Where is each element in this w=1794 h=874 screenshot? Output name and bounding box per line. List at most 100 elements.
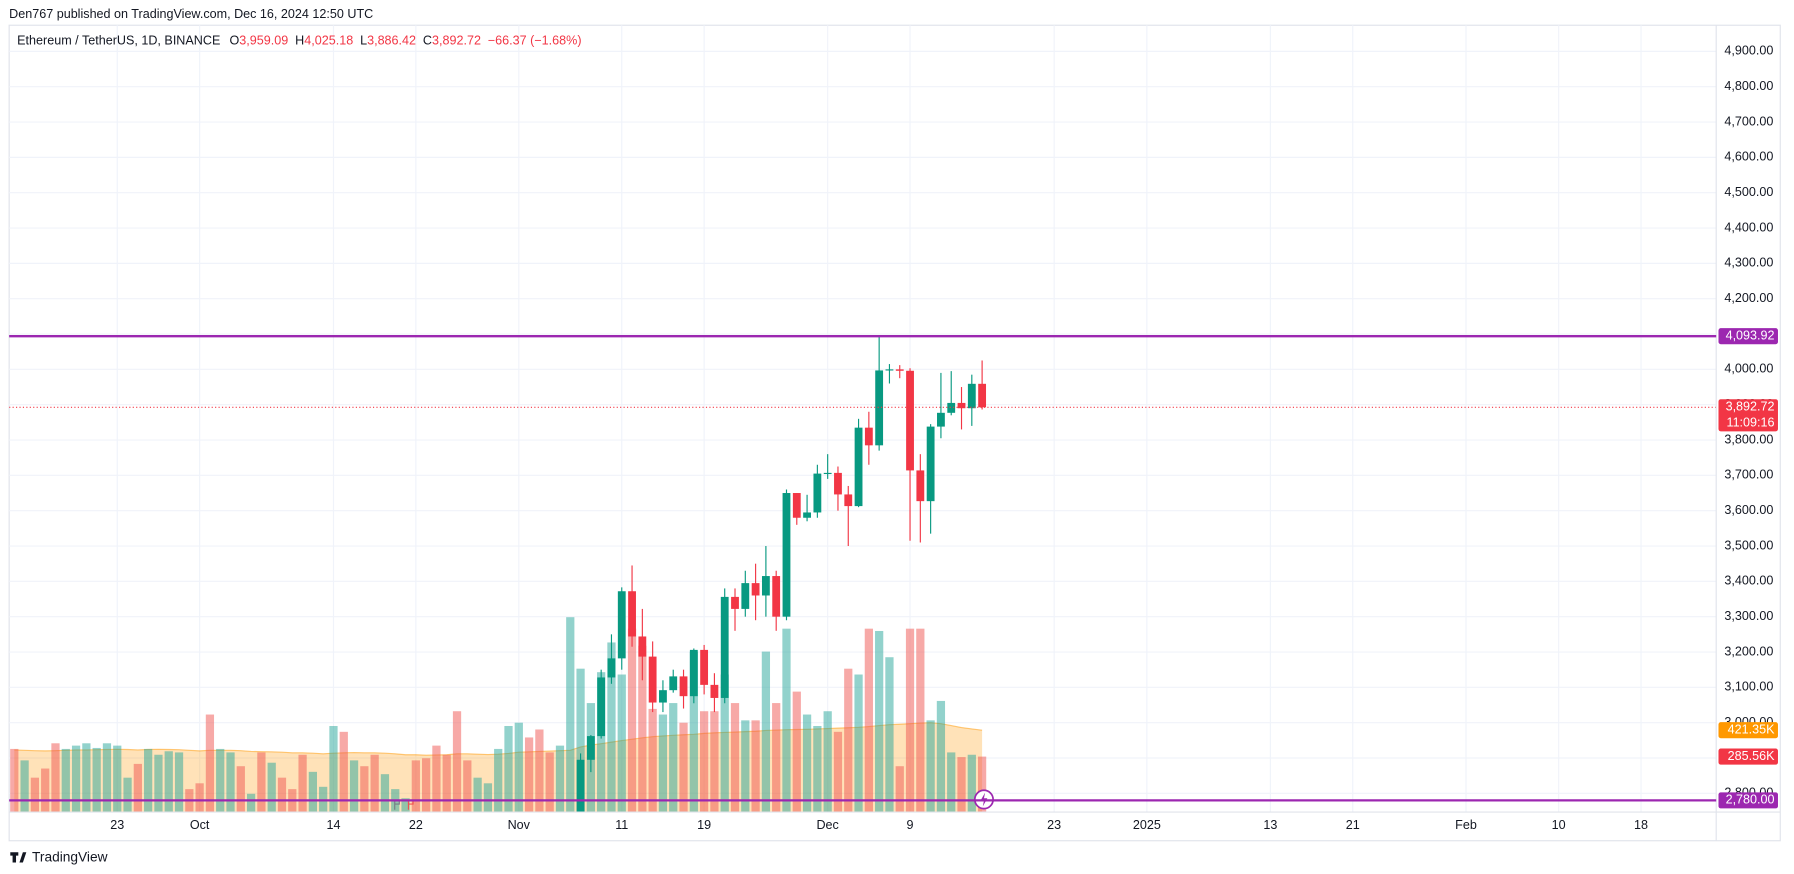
grid [9, 25, 1717, 813]
volume-bar [916, 628, 925, 813]
x-tick-label: Dec [816, 818, 838, 832]
volume-bar [700, 711, 709, 813]
volume-bar [298, 754, 307, 813]
volume-bar [92, 747, 101, 813]
volume-bar [164, 751, 173, 813]
x-tick-label: Oct [190, 818, 210, 832]
volume-bar [257, 752, 266, 813]
candle-body [628, 591, 636, 637]
candle-body [895, 369, 904, 371]
volume-bar [813, 725, 822, 813]
volume-bar [205, 714, 215, 813]
volume-bar [82, 743, 91, 813]
volume-bar [267, 762, 276, 813]
x-tick-label: 19 [697, 818, 711, 832]
legend-value: 4,025.18 [304, 34, 353, 48]
y-tick-label: 3,300.00 [1724, 609, 1773, 623]
volume-bar [504, 725, 513, 813]
volume-bar [751, 720, 760, 813]
x-tick-label: 22 [409, 818, 423, 832]
candle-body [937, 412, 945, 427]
candle-body [875, 370, 884, 446]
candle-body [813, 473, 822, 513]
volume-bar [802, 714, 812, 813]
y-tick-label: 3,200.00 [1724, 644, 1773, 658]
volume-bar [401, 798, 410, 813]
volume-bar [494, 748, 503, 813]
plot-area [9, 335, 1717, 813]
volume-bar [308, 771, 317, 813]
volume-bar [957, 757, 966, 813]
candle-body [648, 656, 657, 703]
volume-bar [20, 760, 29, 813]
volume-bar [926, 720, 935, 813]
x-tick-label: 9 [907, 818, 914, 832]
volume-bar [658, 714, 668, 813]
legend-key: O [230, 34, 240, 48]
volume-bar [648, 708, 657, 813]
candle-body [844, 494, 853, 507]
volume-bar [895, 766, 904, 813]
volume-bar [627, 628, 637, 813]
volume-bar [875, 630, 884, 813]
volume-bar [905, 628, 915, 813]
volume-bar [154, 754, 163, 813]
volume-bar [174, 752, 184, 813]
x-tick-label: 18 [1634, 818, 1648, 832]
candle-body [710, 684, 719, 698]
y-tick-label: 3,100.00 [1724, 680, 1773, 694]
candle-body [885, 369, 894, 371]
volume-bar [761, 651, 771, 813]
volume-bar [483, 783, 493, 813]
brand-logo [10, 852, 27, 863]
y-tick-label: 4,900.00 [1724, 44, 1773, 58]
volume-bar [669, 703, 678, 813]
x-tick-label: 10 [1552, 818, 1566, 832]
volume-bar [689, 651, 698, 813]
y-tick-label: 4,800.00 [1724, 79, 1773, 93]
legend-value: 3,892.72 [432, 34, 481, 48]
candle-body [803, 512, 811, 518]
volume-label-bg [1718, 748, 1778, 765]
volume-bar [772, 703, 781, 813]
candle-body [967, 383, 976, 409]
volume-bar [339, 731, 348, 813]
candle-body [906, 370, 914, 471]
candle-body [834, 472, 842, 495]
volume-bar [216, 748, 225, 813]
candle-body [679, 676, 688, 697]
volume-bar [720, 674, 729, 813]
volume-bar [947, 752, 956, 813]
candle-body [957, 402, 966, 409]
level-label-bg [1718, 328, 1778, 345]
y-tick-label: 4,500.00 [1724, 185, 1773, 199]
volume-bar [370, 754, 379, 813]
legend-change: −66.37 (−1.68%) [488, 34, 582, 48]
volume-bar [71, 745, 81, 813]
y-tick-label: 4,600.00 [1724, 150, 1773, 164]
volume-bar [411, 760, 420, 813]
volume-bar [123, 777, 132, 813]
legend: Ethereum / TetherUS, 1D, BINANCE O3,959.0… [17, 34, 581, 48]
volume-bar [864, 628, 873, 813]
volume-bar [638, 645, 647, 813]
publisher: Den767 published on TradingView.com, Dec… [9, 7, 373, 21]
volume-bar [792, 691, 801, 813]
legend-key: H [295, 34, 304, 48]
volume-bar [144, 748, 153, 813]
volume-bar [113, 745, 122, 813]
brand: TradingView [32, 850, 108, 865]
candle-body [669, 676, 678, 691]
candle-body [659, 690, 667, 703]
volume-bar [967, 754, 976, 813]
volume-bar [555, 745, 565, 813]
x-tick-label: Nov [508, 818, 531, 832]
y-tick-label: 3,500.00 [1724, 538, 1773, 552]
candle-body [597, 677, 606, 737]
volume-bar [432, 745, 441, 813]
candle-body [916, 470, 925, 502]
candle-body [772, 576, 781, 617]
last-price-label: 11:09:16 [1727, 416, 1775, 430]
